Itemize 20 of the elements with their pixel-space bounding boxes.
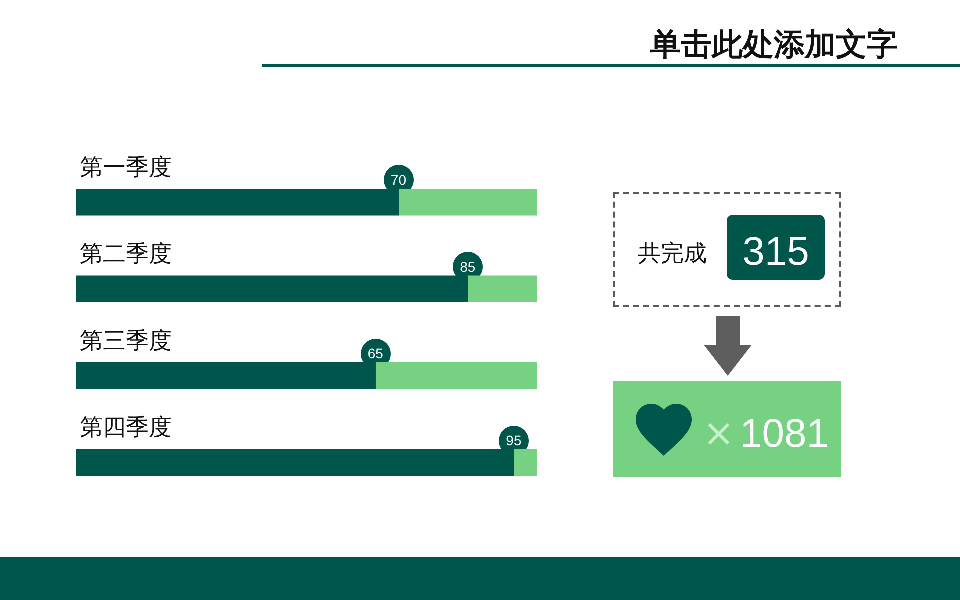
bar — [76, 276, 468, 302]
y-tick-label: 第二季度 — [80, 242, 172, 268]
bar — [76, 189, 400, 216]
y-tick-label: 第四季度 — [80, 415, 172, 442]
y-tick-label: 第一季度 — [80, 154, 172, 181]
text: 315 — [742, 230, 810, 275]
text: 单击此处添加文字 — [650, 26, 898, 65]
data-label: 95 — [506, 432, 522, 448]
data-label: 85 — [460, 258, 476, 275]
text: × — [703, 411, 735, 455]
bar — [76, 362, 376, 390]
text: 1081 — [740, 412, 829, 457]
data-label: 70 — [390, 172, 407, 188]
bar — [76, 449, 514, 476]
bar — [468, 276, 537, 302]
text: 共完成 — [638, 240, 707, 269]
bar — [375, 362, 537, 390]
y-tick-label: 第三季度 — [80, 328, 172, 354]
data-label: 65 — [368, 346, 384, 362]
bar — [398, 189, 537, 216]
